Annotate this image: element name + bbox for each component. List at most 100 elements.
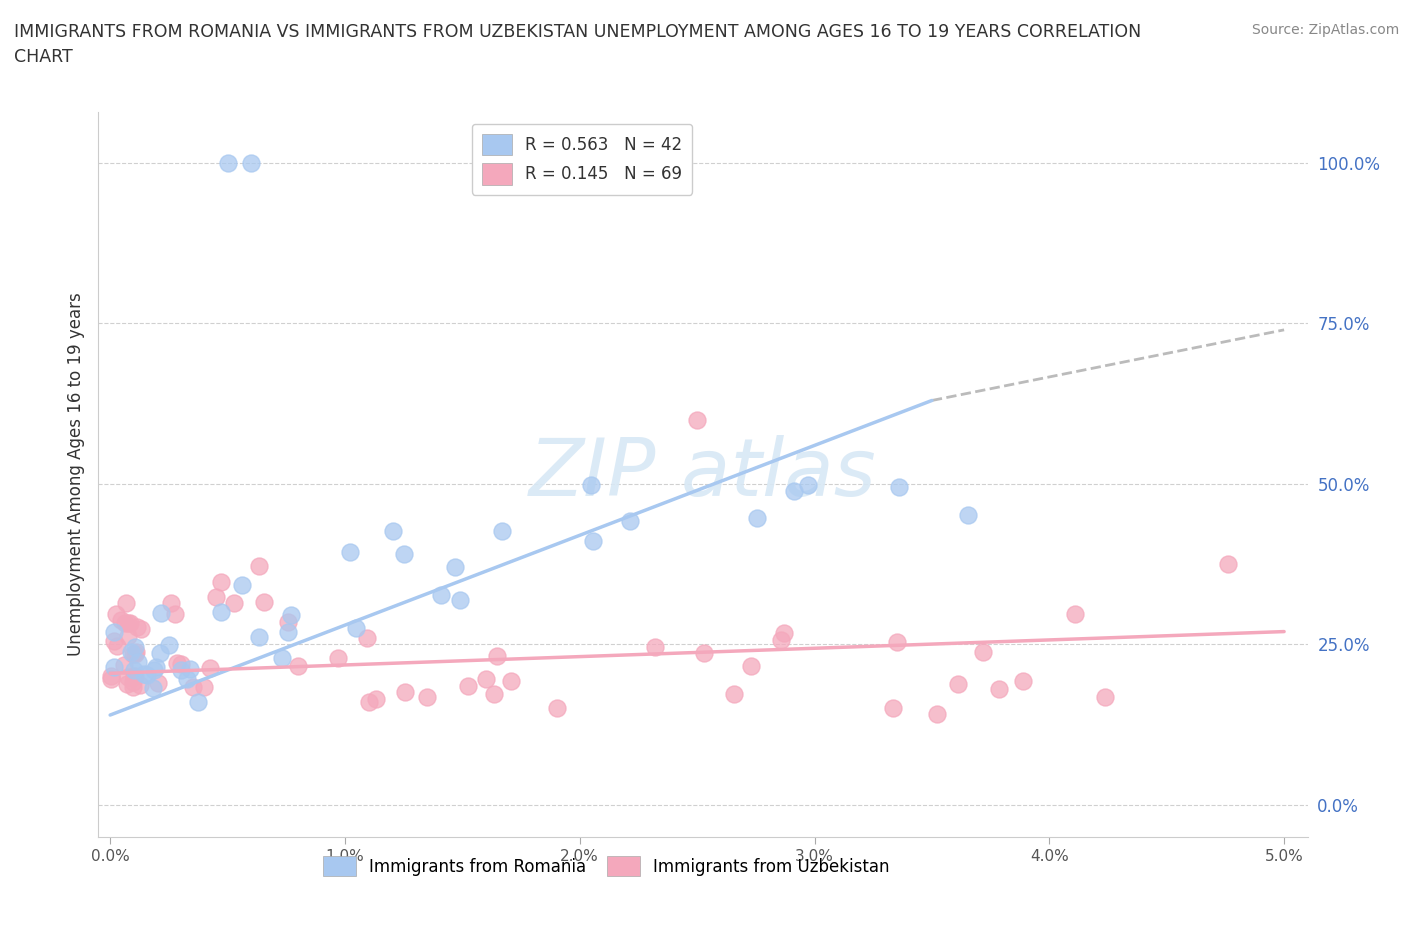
Point xyxy=(122,663,145,678)
Point xyxy=(253,594,276,609)
Point xyxy=(886,634,908,649)
Point xyxy=(339,545,361,560)
Point xyxy=(247,629,270,644)
Point xyxy=(364,692,387,707)
Point xyxy=(499,674,522,689)
Point xyxy=(475,672,498,687)
Point xyxy=(443,560,465,575)
Point xyxy=(122,680,145,695)
Point xyxy=(686,412,709,427)
Point xyxy=(170,662,193,677)
Legend: Immigrants from Romania, Immigrants from Uzbekistan: Immigrants from Romania, Immigrants from… xyxy=(316,849,897,884)
Point xyxy=(114,595,136,610)
Point xyxy=(117,629,139,644)
Y-axis label: Unemployment Among Ages 16 to 19 years: Unemployment Among Ages 16 to 19 years xyxy=(66,292,84,657)
Point xyxy=(100,669,122,684)
Point xyxy=(121,674,143,689)
Point xyxy=(114,658,136,672)
Point xyxy=(103,660,125,675)
Point xyxy=(449,592,471,607)
Point xyxy=(209,575,232,590)
Text: ZIP atlas: ZIP atlas xyxy=(529,435,877,513)
Point xyxy=(124,646,146,661)
Point xyxy=(457,679,479,694)
Text: IMMIGRANTS FROM ROMANIA VS IMMIGRANTS FROM UZBEKISTAN UNEMPLOYMENT AMONG AGES 16: IMMIGRANTS FROM ROMANIA VS IMMIGRANTS FR… xyxy=(14,23,1142,66)
Point xyxy=(231,578,253,592)
Point xyxy=(204,589,226,604)
Point xyxy=(104,606,127,621)
Point xyxy=(482,686,505,701)
Point xyxy=(134,666,156,681)
Point xyxy=(121,646,143,661)
Point xyxy=(117,615,139,630)
Point xyxy=(176,671,198,686)
Point xyxy=(783,484,806,498)
Point xyxy=(277,625,299,640)
Point xyxy=(394,684,416,699)
Point xyxy=(114,616,136,631)
Point xyxy=(946,677,969,692)
Point xyxy=(956,508,979,523)
Point xyxy=(159,596,181,611)
Point xyxy=(110,612,132,627)
Point xyxy=(392,547,415,562)
Point xyxy=(125,619,148,634)
Point xyxy=(145,659,167,674)
Point xyxy=(217,155,239,170)
Point xyxy=(124,669,146,684)
Point xyxy=(772,626,794,641)
Point xyxy=(356,631,378,645)
Point xyxy=(277,615,299,630)
Point xyxy=(193,680,215,695)
Point xyxy=(287,658,309,673)
Point xyxy=(359,695,381,710)
Point xyxy=(100,671,122,686)
Point xyxy=(882,700,904,715)
Point xyxy=(769,633,792,648)
Point xyxy=(747,511,769,525)
Point xyxy=(209,604,232,619)
Point xyxy=(105,639,128,654)
Text: Source: ZipAtlas.com: Source: ZipAtlas.com xyxy=(1251,23,1399,37)
Point xyxy=(416,689,439,704)
Point xyxy=(149,606,172,621)
Point xyxy=(1094,690,1116,705)
Point xyxy=(198,660,221,675)
Point xyxy=(1216,557,1239,572)
Point xyxy=(644,640,666,655)
Point xyxy=(141,681,163,696)
Point xyxy=(142,663,165,678)
Point xyxy=(579,477,602,492)
Point xyxy=(1012,674,1035,689)
Point xyxy=(925,707,948,722)
Point xyxy=(149,645,172,660)
Point xyxy=(179,662,201,677)
Point xyxy=(988,682,1011,697)
Point xyxy=(135,668,157,683)
Point xyxy=(240,155,263,170)
Point xyxy=(280,607,302,622)
Point xyxy=(491,524,513,538)
Point xyxy=(249,559,271,574)
Point xyxy=(129,621,152,636)
Point xyxy=(118,616,141,631)
Point xyxy=(103,625,125,640)
Point xyxy=(181,679,204,694)
Point xyxy=(1063,606,1085,621)
Point xyxy=(125,644,148,659)
Point xyxy=(169,657,191,671)
Point xyxy=(972,644,994,659)
Point xyxy=(887,480,910,495)
Point xyxy=(619,513,641,528)
Point xyxy=(546,700,568,715)
Point xyxy=(382,524,405,538)
Point xyxy=(124,669,146,684)
Point xyxy=(723,686,745,701)
Point xyxy=(430,588,453,603)
Point xyxy=(326,651,349,666)
Point xyxy=(127,655,149,670)
Point xyxy=(115,677,138,692)
Point xyxy=(157,638,180,653)
Point xyxy=(103,634,125,649)
Point xyxy=(222,595,245,610)
